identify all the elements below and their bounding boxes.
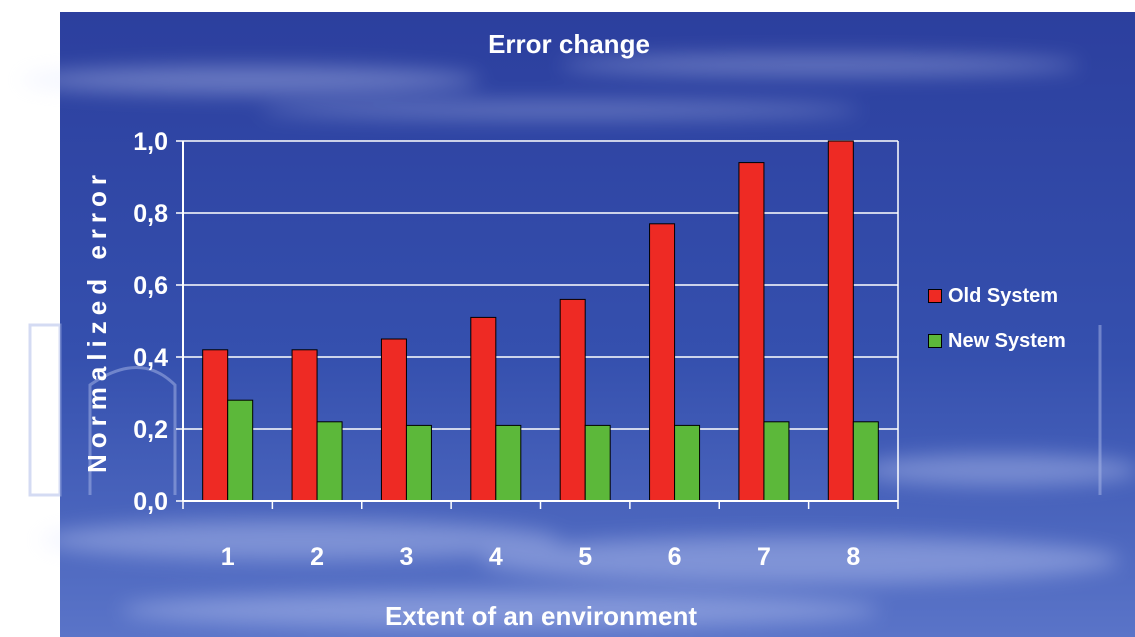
bar-new-system-4 <box>495 424 522 502</box>
legend-swatch-old-system <box>928 289 942 303</box>
bar-new-system-7 <box>763 421 790 502</box>
bar-new-system-2 <box>316 421 343 502</box>
x-axis-title: Extent of an environment <box>385 601 697 631</box>
bars <box>202 140 879 502</box>
bar-old-system-5 <box>559 298 586 502</box>
x-tick-label: 7 <box>757 543 771 571</box>
y-tick-label: 0,6 <box>133 272 168 300</box>
axes <box>182 141 899 502</box>
bar-old-system-2 <box>291 349 318 502</box>
x-tick-label: 3 <box>399 543 413 571</box>
x-axis-ticks: 1 2 3 4 5 6 7 8 <box>182 501 899 571</box>
x-tick-label: 1 <box>221 543 235 571</box>
y-axis-title: Normalized error <box>82 169 112 473</box>
background-clouds <box>20 55 1135 628</box>
y-tick-label: 0,4 <box>133 344 168 372</box>
bar-new-system-5 <box>584 424 611 502</box>
x-tick-label: 4 <box>489 543 503 571</box>
x-tick-label: 2 <box>310 543 324 571</box>
legend-label-new-system: New System <box>948 329 1066 352</box>
x-tick-label: 6 <box>668 543 682 571</box>
legend-label-old-system: Old System <box>948 284 1059 307</box>
legend-item-old-system: Old System <box>928 282 1066 310</box>
bar-new-system-8 <box>852 421 879 502</box>
x-tick-label: 5 <box>578 543 592 571</box>
y-axis-ticks: 0,0 0,2 0,4 0,6 0,8 1,0 <box>133 128 183 516</box>
y-tick-label: 0,0 <box>133 488 168 516</box>
bar-new-system-3 <box>405 424 432 502</box>
legend: Old System New System <box>928 282 1066 372</box>
bar-new-system-6 <box>674 424 701 502</box>
legend-item-new-system: New System <box>928 327 1066 355</box>
chart-title: Error change <box>488 29 650 59</box>
bar-old-system-4 <box>470 316 497 502</box>
bar-old-system-7 <box>738 162 765 502</box>
y-tick-label: 0,2 <box>133 416 168 444</box>
x-tick-label: 8 <box>846 543 860 571</box>
y-tick-label: 1,0 <box>133 128 168 156</box>
watermark <box>28 323 1102 497</box>
bar-new-system-1 <box>227 399 254 502</box>
bar-old-system-6 <box>649 223 676 502</box>
y-tick-label: 0,8 <box>133 200 168 228</box>
bar-old-system-3 <box>380 338 407 502</box>
bar-old-system-1 <box>202 349 229 502</box>
legend-swatch-new-system <box>928 334 942 348</box>
bar-old-system-8 <box>827 140 854 502</box>
